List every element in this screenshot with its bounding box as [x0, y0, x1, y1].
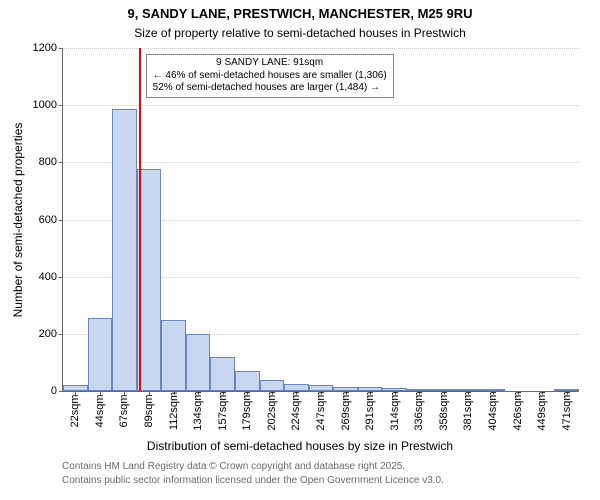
y-axis-label: Number of semi-detached properties: [11, 122, 25, 317]
x-tick-label: 89sqm: [143, 394, 155, 427]
x-tick-label: 358sqm: [438, 391, 450, 430]
histogram-bar: [186, 334, 211, 391]
y-tick-mark: [59, 105, 63, 106]
y-tick-label: 600: [39, 214, 57, 226]
y-tick-mark: [59, 277, 63, 278]
x-tick-label: 291sqm: [364, 391, 376, 430]
y-tick-mark: [59, 48, 63, 49]
y-tick-label: 1200: [33, 42, 57, 54]
histogram-bar: [260, 380, 285, 391]
x-tick-label: 449sqm: [536, 391, 548, 430]
y-tick-label: 200: [39, 328, 57, 340]
annotation-box: 9 SANDY LANE: 91sqm← 46% of semi-detache…: [146, 54, 394, 98]
chart-title: 9, SANDY LANE, PRESTWICH, MANCHESTER, M2…: [0, 6, 600, 21]
y-tick-label: 1000: [33, 99, 57, 111]
x-tick-label: 247sqm: [315, 391, 327, 430]
chart-subtitle: Size of property relative to semi-detach…: [0, 26, 600, 40]
x-tick-label: 22sqm: [69, 394, 81, 427]
x-tick-label: 336sqm: [413, 391, 425, 430]
x-tick-label: 157sqm: [217, 391, 229, 430]
x-tick-label: 202sqm: [266, 391, 278, 430]
x-tick-label: 134sqm: [192, 391, 204, 430]
y-tick-mark: [59, 391, 63, 392]
x-tick-label: 381sqm: [462, 391, 474, 430]
histogram-bar: [112, 109, 137, 391]
plot-area: 02004006008001000120022sqm44sqm67sqm89sq…: [62, 48, 579, 392]
histogram-bar: [161, 320, 186, 391]
x-tick-label: 224sqm: [290, 391, 302, 430]
histogram-bar: [284, 384, 309, 391]
histogram-bar: [210, 357, 235, 391]
y-tick-label: 400: [39, 271, 57, 283]
footnote-licence: Contains public sector information licen…: [62, 475, 600, 486]
annotation-larger-count: 52% of semi-detached houses are larger (…: [153, 82, 387, 95]
footnote-registry: Contains HM Land Registry data © Crown c…: [62, 461, 600, 472]
x-tick-label: 67sqm: [118, 394, 130, 427]
x-tick-label: 404sqm: [487, 391, 499, 430]
histogram-bar: [88, 318, 113, 391]
y-tick-mark: [59, 162, 63, 163]
x-tick-label: 426sqm: [512, 391, 524, 430]
histogram-bar: [235, 371, 260, 391]
y-tick-label: 800: [39, 156, 57, 168]
annotation-property-size: 9 SANDY LANE: 91sqm: [153, 57, 387, 70]
annotation-smaller-count: ← 46% of semi-detached houses are smalle…: [153, 70, 387, 83]
y-tick-mark: [59, 220, 63, 221]
property-marker-line: [139, 48, 141, 391]
x-axis-label: Distribution of semi-detached houses by …: [0, 439, 600, 453]
x-tick-label: 269sqm: [340, 391, 352, 430]
y-tick-label: 0: [51, 385, 57, 397]
x-tick-label: 44sqm: [94, 394, 106, 427]
x-tick-label: 112sqm: [168, 392, 180, 430]
x-tick-label: 471sqm: [561, 391, 573, 430]
y-tick-mark: [59, 334, 63, 335]
property-size-histogram: 9, SANDY LANE, PRESTWICH, MANCHESTER, M2…: [0, 0, 600, 500]
x-tick-label: 314sqm: [389, 391, 401, 430]
x-tick-label: 179sqm: [241, 391, 253, 430]
